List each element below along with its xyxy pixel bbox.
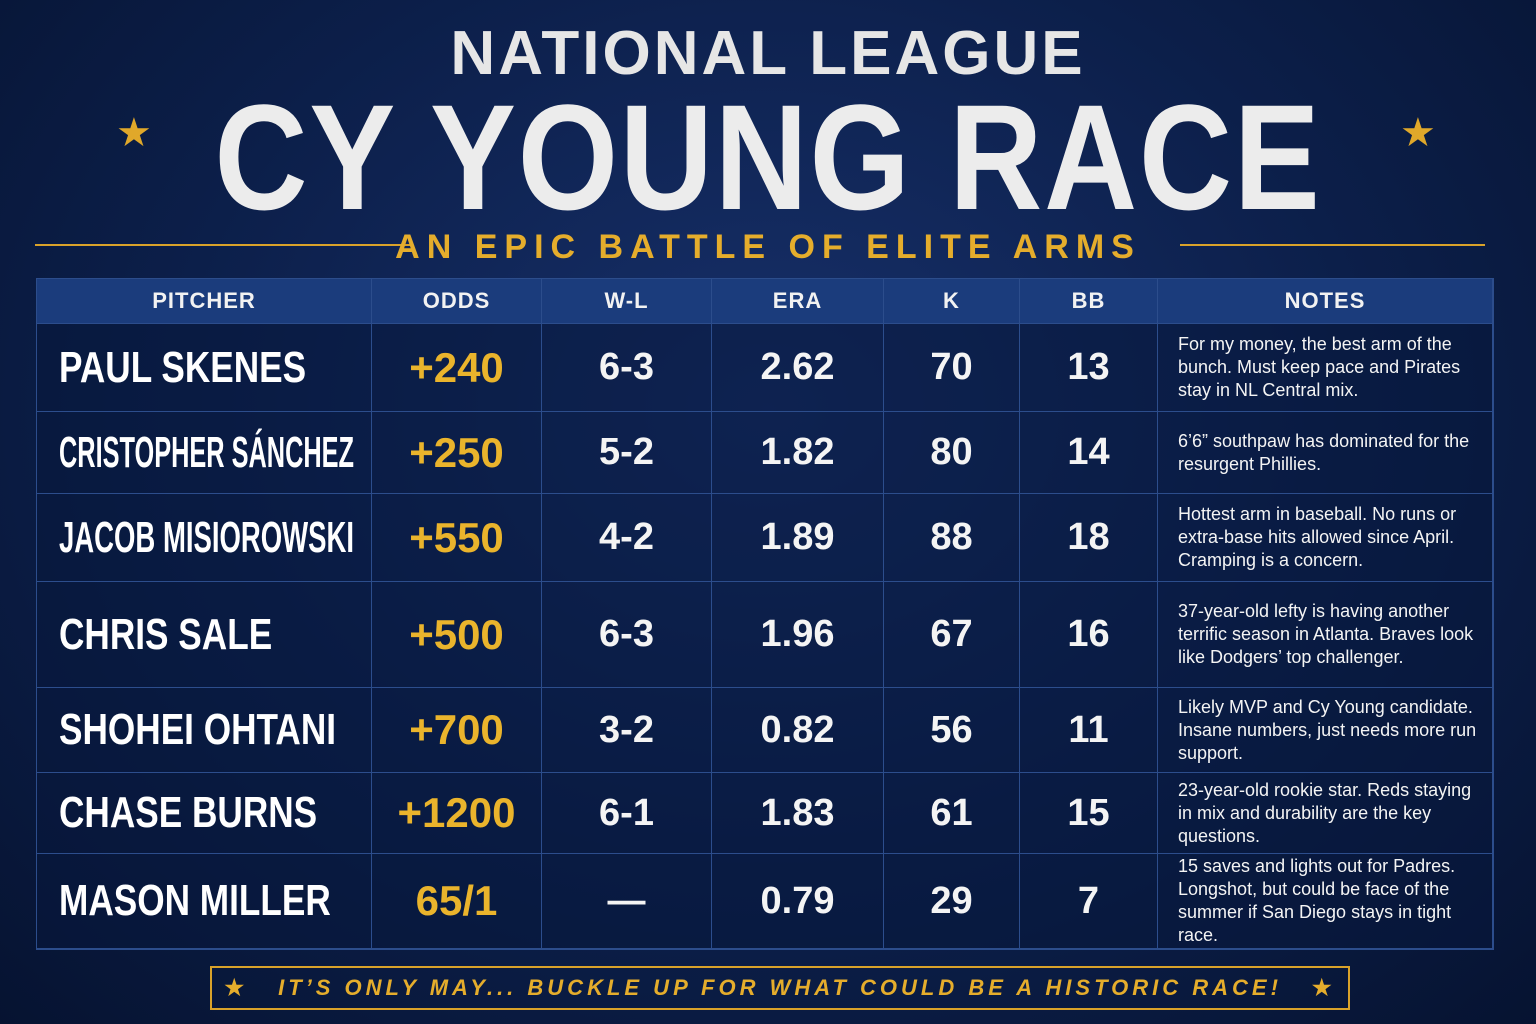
era: 0.79 bbox=[712, 854, 884, 949]
walks: 18 bbox=[1020, 494, 1158, 582]
pitcher-name: PAUL SKENES bbox=[37, 324, 372, 412]
divider bbox=[1180, 244, 1485, 246]
win-loss: 6-1 bbox=[542, 773, 712, 854]
pitcher-name-text: SHOHEI OHTANI bbox=[59, 705, 337, 754]
walks: 15 bbox=[1020, 773, 1158, 854]
strikeouts: 61 bbox=[884, 773, 1020, 854]
win-loss: 4-2 bbox=[542, 494, 712, 582]
pitcher-name-text: CRISTOPHER SÁNCHEZ bbox=[59, 427, 354, 477]
strikeouts: 80 bbox=[884, 412, 1020, 494]
win-loss: — bbox=[542, 854, 712, 949]
odds: +240 bbox=[372, 324, 542, 412]
subtitle: AN EPIC BATTLE OF ELITE ARMS bbox=[395, 228, 1141, 266]
odds-table: PITCHER ODDS W-L ERA K BB NOTES PAUL SKENES +240… bbox=[36, 278, 1494, 950]
strikeouts: 70 bbox=[884, 324, 1020, 412]
odds: +550 bbox=[372, 494, 542, 582]
pitcher-name-text: PAUL SKENES bbox=[59, 342, 307, 392]
note: 15 saves and lights out for Padres. Long… bbox=[1158, 854, 1493, 949]
walks: 7 bbox=[1020, 854, 1158, 949]
column-header: ODDS bbox=[372, 279, 542, 324]
era: 1.96 bbox=[712, 582, 884, 688]
column-header: BB bbox=[1020, 279, 1158, 324]
pitcher-name: CHASE BURNS bbox=[37, 773, 372, 854]
footer-banner: ★ IT’S ONLY MAY... BUCKLE UP FOR WHAT CO… bbox=[210, 966, 1350, 1010]
pitcher-name-text: CHASE BURNS bbox=[59, 788, 318, 837]
win-loss: 6-3 bbox=[542, 324, 712, 412]
note: 37-year-old lefty is having another terr… bbox=[1158, 582, 1493, 688]
column-header: ERA bbox=[712, 279, 884, 324]
odds: +700 bbox=[372, 688, 542, 773]
note: For my money, the best arm of the bunch.… bbox=[1158, 324, 1493, 412]
pitcher-name: SHOHEI OHTANI bbox=[37, 688, 372, 773]
win-loss: 6-3 bbox=[542, 582, 712, 688]
title-top: NATIONAL LEAGUE bbox=[450, 19, 1086, 88]
win-loss: 5-2 bbox=[542, 412, 712, 494]
star: ★ bbox=[224, 975, 249, 1000]
divider bbox=[35, 244, 410, 246]
strikeouts: 88 bbox=[884, 494, 1020, 582]
walks: 11 bbox=[1020, 688, 1158, 773]
column-header: PITCHER bbox=[37, 279, 372, 324]
odds: +1200 bbox=[372, 773, 542, 854]
walks: 16 bbox=[1020, 582, 1158, 688]
star: ★ bbox=[1311, 975, 1336, 1000]
pitcher-name: MASON MILLER bbox=[37, 854, 372, 949]
era: 1.83 bbox=[712, 773, 884, 854]
footer-text: IT’S ONLY MAY... BUCKLE UP FOR WHAT COUL… bbox=[278, 975, 1282, 1000]
strikeouts: 67 bbox=[884, 582, 1020, 688]
era: 2.62 bbox=[712, 324, 884, 412]
star: ★ bbox=[1400, 111, 1436, 155]
pitcher-name-text: MASON MILLER bbox=[59, 876, 331, 925]
column-header: W-L bbox=[542, 279, 712, 324]
odds: +500 bbox=[372, 582, 542, 688]
strikeouts: 56 bbox=[884, 688, 1020, 773]
title-main: CY YOUNG RACE bbox=[214, 73, 1322, 241]
note: Likely MVP and Cy Young candidate. Insan… bbox=[1158, 688, 1493, 773]
era: 1.89 bbox=[712, 494, 884, 582]
pitcher-name: JACOB MISIOROWSKI bbox=[37, 494, 372, 582]
win-loss: 3-2 bbox=[542, 688, 712, 773]
strikeouts: 29 bbox=[884, 854, 1020, 949]
pitcher-name: CHRIS SALE bbox=[37, 582, 372, 688]
note: Hottest arm in baseball. No runs or extr… bbox=[1158, 494, 1493, 582]
star: ★ bbox=[116, 111, 152, 155]
odds: 65/1 bbox=[372, 854, 542, 949]
odds: +250 bbox=[372, 412, 542, 494]
column-header: NOTES bbox=[1158, 279, 1493, 324]
column-header: K bbox=[884, 279, 1020, 324]
pitcher-name-text: JACOB MISIOROWSKI bbox=[59, 512, 354, 562]
era: 1.82 bbox=[712, 412, 884, 494]
era: 0.82 bbox=[712, 688, 884, 773]
walks: 13 bbox=[1020, 324, 1158, 412]
pitcher-name: CRISTOPHER SÁNCHEZ bbox=[37, 412, 372, 494]
note: 6’6” southpaw has dominated for the resu… bbox=[1158, 412, 1493, 494]
note: 23-year-old rookie star. Reds staying in… bbox=[1158, 773, 1493, 854]
pitcher-name-text: CHRIS SALE bbox=[59, 609, 273, 659]
walks: 14 bbox=[1020, 412, 1158, 494]
